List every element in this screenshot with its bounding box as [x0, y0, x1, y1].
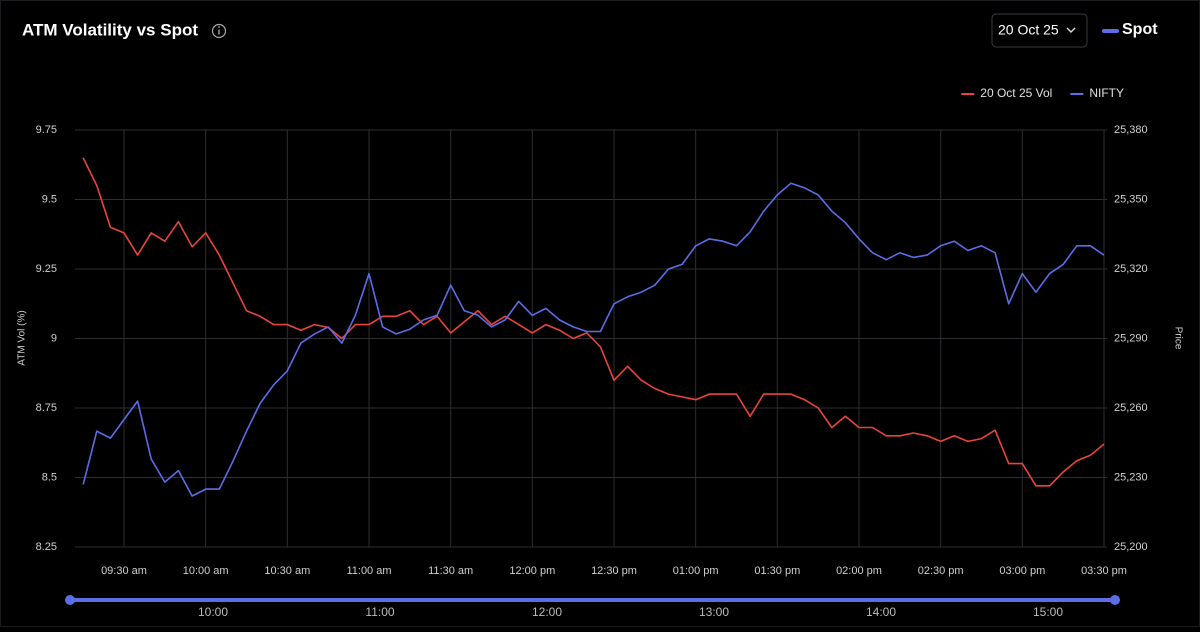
x-tick-label: 10:00 am	[183, 565, 229, 577]
y2-axis-title: Price	[1172, 327, 1183, 350]
legend-item: NIFTY	[1070, 86, 1124, 100]
y-tick-label: 9.75	[36, 124, 57, 136]
legend-item: 20 Oct 25 Vol	[961, 86, 1052, 100]
navigator-label: 11:00	[365, 605, 394, 619]
x-tick-label: 11:00 am	[346, 565, 391, 577]
dropdown-label: 20 Oct 25	[998, 22, 1059, 38]
navigator-label: 10:00	[198, 605, 228, 619]
navigator-label: 12:00	[532, 605, 562, 619]
y2-tick-label: 25,200	[1114, 541, 1148, 553]
y-axis-title: ATM Vol (%)	[17, 310, 28, 365]
y2-tick-label: 25,260	[1114, 402, 1148, 414]
x-tick-label: 02:30 pm	[918, 565, 964, 577]
x-tick-label: 01:00 pm	[673, 565, 719, 577]
y-tick-label: 9	[51, 332, 57, 344]
legend: NIFTY 20 Oct 25 Vol	[961, 86, 1124, 100]
series-line	[82, 182, 1105, 497]
navigator-label: 15:00	[1033, 605, 1063, 619]
x-tick-label: 03:30 pm	[1081, 565, 1127, 577]
expiry-dropdown[interactable]: 20 Oct 25	[991, 13, 1088, 48]
navigator-label: 14:00	[866, 605, 896, 619]
y-tick-label: 8.75	[36, 402, 57, 414]
y-tick-label: 8.5	[42, 471, 57, 483]
spot-toggle[interactable]: Spot	[1102, 21, 1158, 38]
x-tick-label: 02:00 pm	[836, 565, 882, 577]
toggle-label: Spot	[1122, 21, 1158, 38]
legend-label: 20 Oct 25 Vol	[980, 86, 1052, 100]
legend-label: NIFTY	[1089, 86, 1124, 100]
y-tick-label: 8.25	[36, 541, 57, 553]
chart-title: ATM Volatility vs Spot	[22, 20, 198, 39]
x-tick-label: 11:30 am	[428, 565, 473, 577]
y2-tick-label: 25,380	[1114, 124, 1148, 136]
y-tick-label: 9.25	[36, 263, 57, 275]
series-line	[82, 157, 1105, 487]
x-tick-label: 10:30 am	[264, 565, 310, 577]
y2-tick-label: 25,320	[1114, 263, 1148, 275]
x-tick-label: 01:30 pm	[754, 565, 800, 577]
x-tick-label: 12:30 pm	[591, 565, 637, 577]
x-tick-label: 03:00 pm	[999, 565, 1045, 577]
x-tick-label: 09:30 am	[101, 565, 147, 577]
y2-tick-label: 25,230	[1114, 471, 1148, 483]
navigator[interactable]	[65, 595, 1120, 605]
y2-tick-label: 25,350	[1114, 193, 1148, 205]
y-tick-label: 9.5	[42, 193, 57, 205]
x-tick-label: 12:00 pm	[509, 565, 555, 577]
info-icon[interactable]	[211, 23, 227, 39]
navigator-label: 13:00	[699, 605, 729, 619]
y2-tick-label: 25,290	[1114, 332, 1148, 344]
